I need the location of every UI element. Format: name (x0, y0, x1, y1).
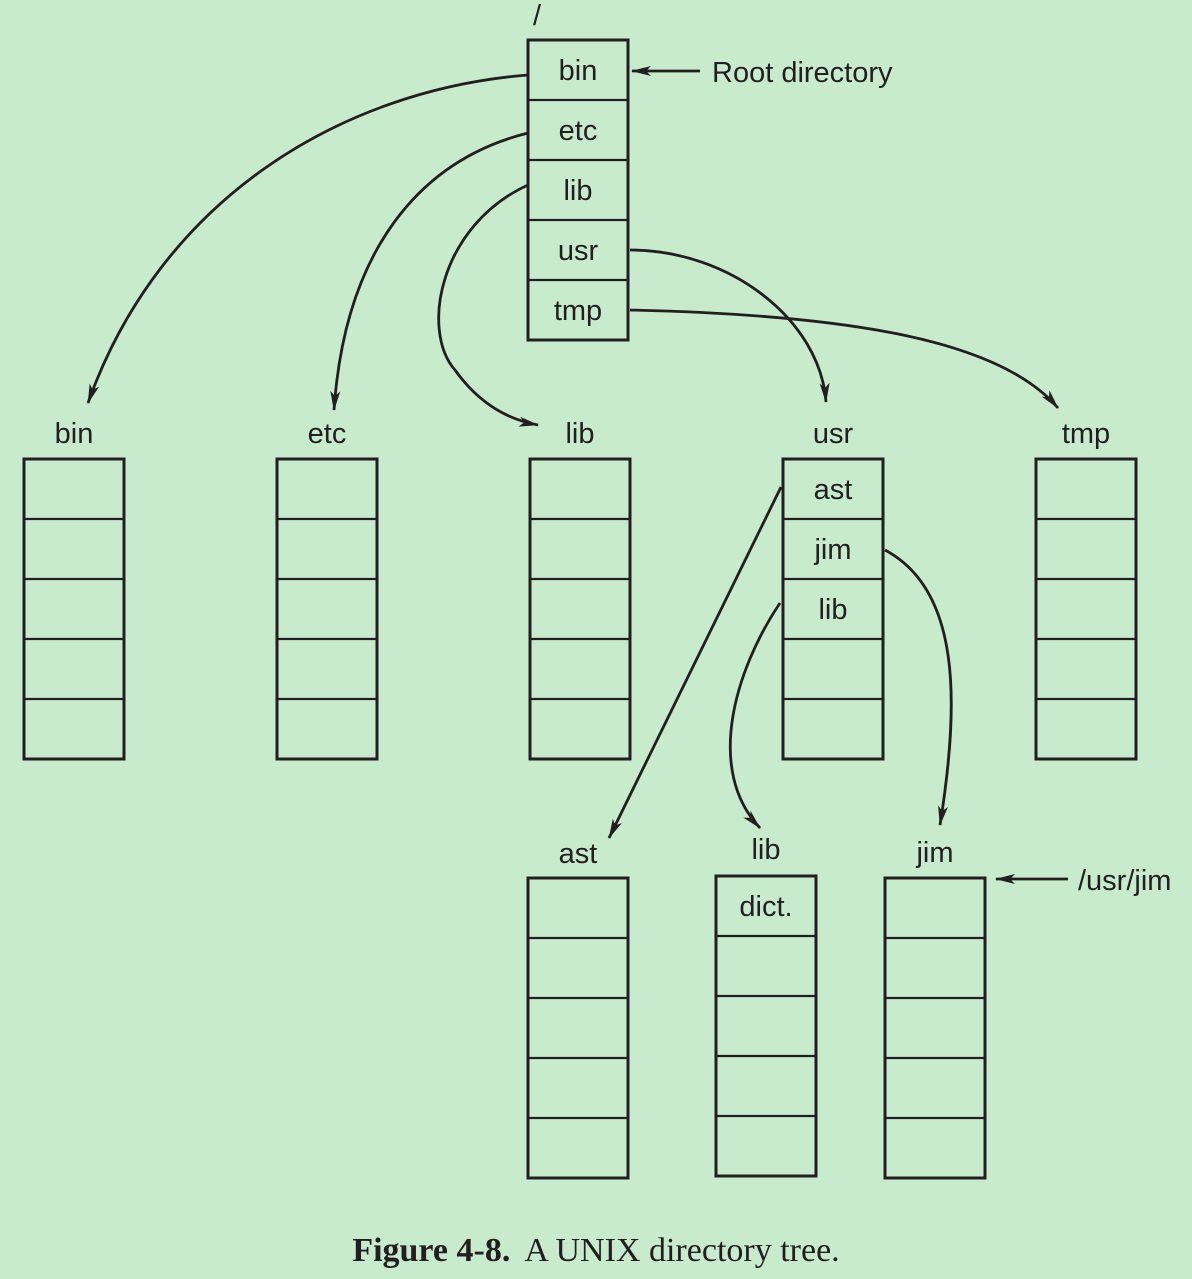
edge-usr-ast-to-ast-dir (607, 486, 783, 839)
usr-jim-annotation: /usr/jim (1078, 865, 1171, 897)
caption-text: A UNIX directory tree. (524, 1232, 840, 1269)
level2-ast-directory: ast (526, 838, 630, 1180)
root-entry-etc: etc (559, 115, 598, 147)
level1-bin-directory-label: bin (55, 418, 94, 450)
level2-ast-directory-label: ast (559, 838, 598, 870)
level1-bin-directory-frame (22, 457, 126, 761)
level2-lib-directory-frame (714, 874, 818, 1178)
level1-etc-directory: etc (275, 418, 379, 761)
root-entry-usr: usr (558, 235, 599, 267)
level1-usr-entry-lib: lib (818, 594, 847, 626)
caption-figure-number: Figure 4-8. (352, 1232, 511, 1269)
level2-jim-directory: jim (883, 837, 987, 1180)
level1-usr-directory: ast jim lib usr (781, 418, 885, 761)
level2-jim-directory-frame (883, 876, 987, 1180)
edge-root-bin-to-bin-dir (86, 73, 529, 404)
level1-tmp-directory: tmp (1034, 418, 1138, 761)
level1-etc-directory-label: etc (308, 418, 347, 450)
level1-tmp-directory-label: tmp (1062, 418, 1110, 450)
level1-usr-entry-ast: ast (814, 474, 853, 506)
level1-tmp-directory-frame (1034, 457, 1138, 761)
root-directory-annotation: Root directory (712, 57, 893, 89)
edge-root-usr-to-usr-dir (629, 248, 830, 403)
level1-usr-entry-jim: jim (813, 534, 851, 566)
level2-ast-directory-frame (526, 876, 630, 1180)
level2-lib-entry-dict: dict. (739, 891, 792, 923)
level1-etc-directory-frame (275, 457, 379, 761)
root-entry-tmp: tmp (554, 295, 602, 327)
root-entry-bin: bin (559, 55, 598, 87)
directory-tree-diagram: bin etc lib usr tmp bin etc lib ast jim lib usr tmp a… (22, 0, 1171, 1180)
level1-usr-directory-label: usr (813, 418, 854, 450)
level2-jim-directory-label: jim (915, 837, 953, 869)
level1-usr-directory-frame (781, 457, 885, 761)
root-directory: bin etc lib usr tmp (526, 38, 630, 342)
root-slash-label: / (533, 0, 542, 32)
edge-root-lib-to-lib-dir (437, 183, 539, 427)
root-entry-lib: lib (563, 175, 592, 207)
edge-usr-lib-to-lib-dir (729, 602, 782, 829)
level2-lib-directory: dict. lib (714, 834, 818, 1178)
level1-lib-directory: lib (528, 418, 632, 761)
edge-root-tmp-to-tmp-dir (629, 308, 1060, 409)
level1-lib-directory-frame (528, 457, 632, 761)
level1-bin-directory: bin (22, 418, 126, 761)
level2-lib-directory-label: lib (751, 834, 780, 866)
edge-root-etc-to-etc-dir (330, 131, 529, 411)
level1-lib-directory-label: lib (565, 418, 594, 450)
figure-caption: Figure 4-8. A UNIX directory tree. (0, 1232, 1192, 1270)
edge-usr-jim-to-jim-dir (884, 548, 953, 826)
root-directory-frame (526, 38, 630, 342)
